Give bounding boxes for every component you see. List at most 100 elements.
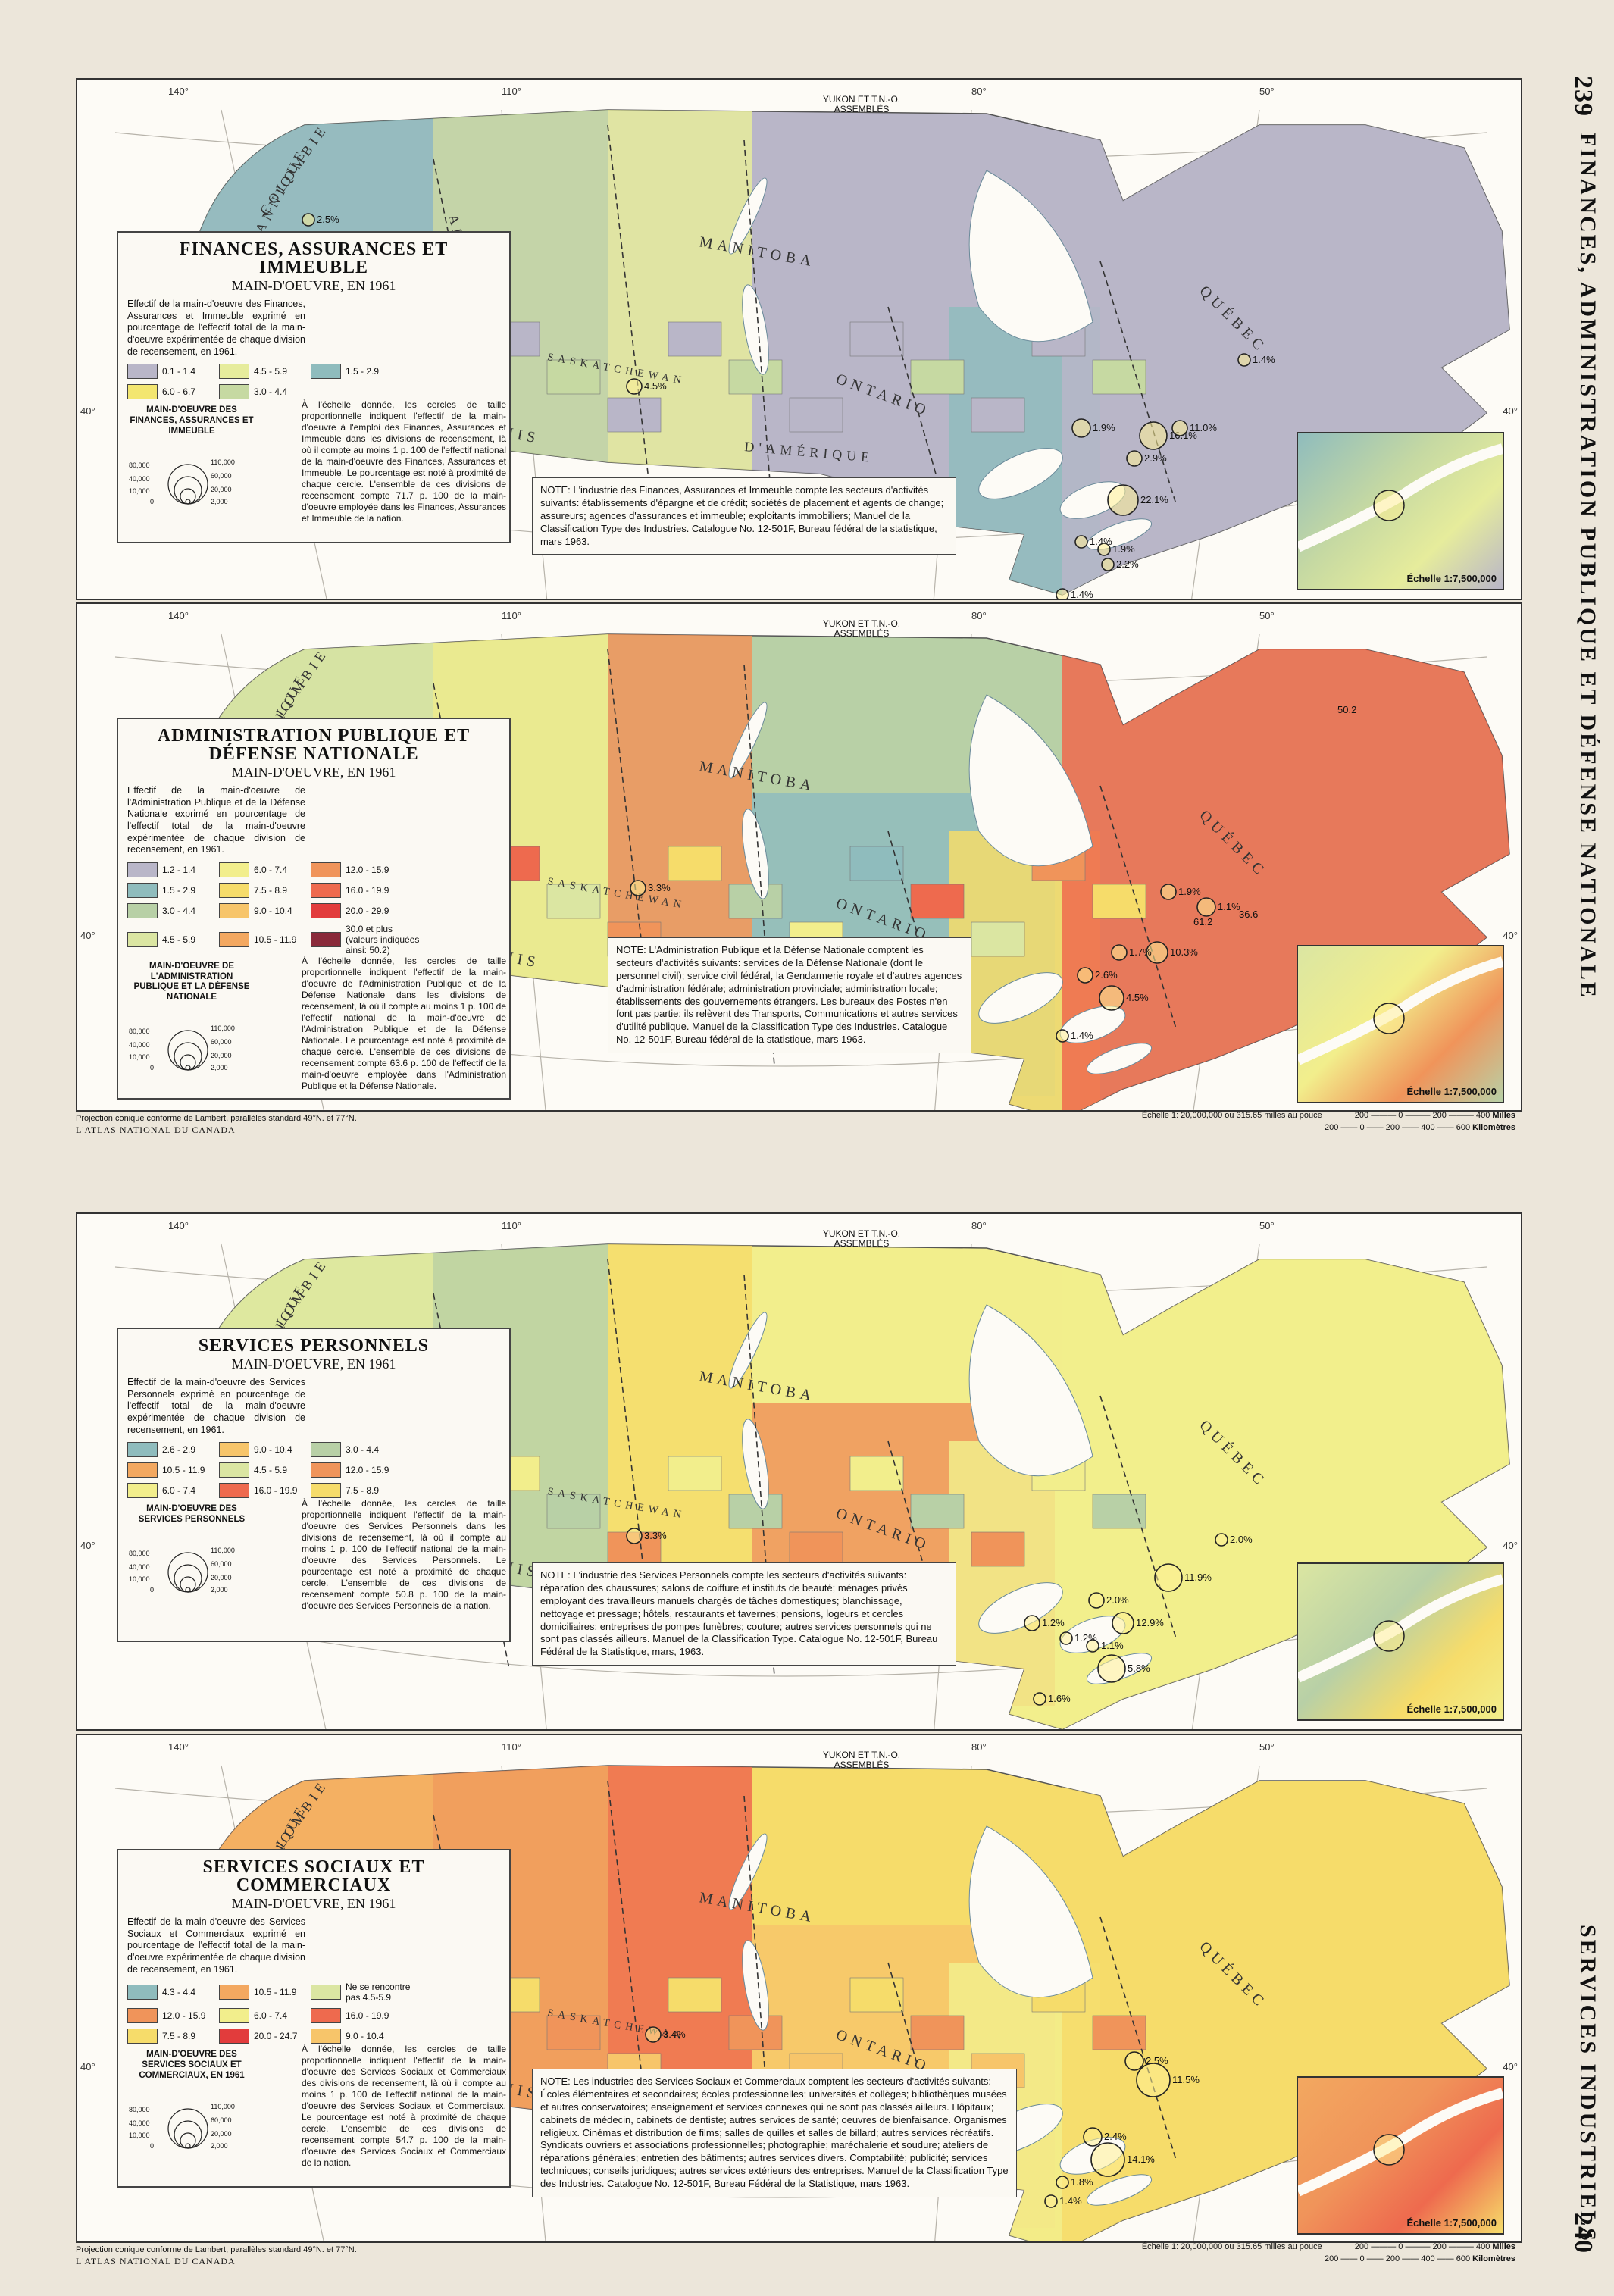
proportional-circle — [645, 2026, 662, 2043]
proportional-circle — [1099, 985, 1124, 1011]
percent-label: 1.1% — [1101, 1640, 1124, 1651]
svg-text:0: 0 — [150, 1064, 154, 1071]
svg-text:20,000: 20,000 — [211, 486, 232, 493]
class-label: 9.0 - 10.4 — [346, 2031, 384, 2042]
legend-class: 16.0 - 19.9 — [311, 2008, 424, 2024]
inset-scale: Échelle 1:7,500,000 — [1406, 2217, 1497, 2229]
percent-label: 1.9% — [1093, 422, 1115, 433]
percent-label: 1.2% — [1042, 1617, 1065, 1628]
percent-label: 1.4% — [1071, 1030, 1093, 1041]
proportional-circle — [1059, 1631, 1073, 1645]
proportional-circle — [1215, 1533, 1228, 1547]
class-label: 4.5 - 5.9 — [254, 366, 288, 377]
color-swatch — [219, 1985, 249, 2000]
color-swatch — [219, 2008, 249, 2024]
class-label: 30.0 et plus (valeurs indiquées ainsi: 5… — [346, 923, 420, 956]
legend-class: 3.0 - 4.4 — [219, 384, 306, 400]
color-swatch — [311, 1442, 341, 1458]
color-swatch — [311, 882, 341, 898]
legend-swatches: 4.3 - 4.4 10.5 - 11.9 Ne se rencontre pas … — [127, 1982, 500, 2044]
svg-text:40,000: 40,000 — [129, 1563, 150, 1571]
circle-legend-title: MAIN-D'OEUVRE DES FINANCES, ASSURANCES E… — [130, 405, 254, 436]
coordinate-label: 80° — [971, 86, 987, 97]
map-legend: SERVICES SOCIAUX ET COMMERCIAUX MAIN-D'OE… — [117, 1849, 511, 2188]
color-swatch — [127, 384, 158, 400]
legend-class: 1.5 - 2.9 — [311, 364, 424, 380]
class-label: 4.5 - 5.9 — [254, 1465, 288, 1476]
percent-label: 10.3% — [1170, 946, 1198, 958]
proportional-circle — [626, 1528, 643, 1544]
legend-class: 10.5 - 11.9 — [127, 1462, 214, 1478]
svg-text:40,000: 40,000 — [129, 2119, 150, 2127]
atlas-name-bottom: L'ATLAS NATIONAL DU CANADA — [76, 2256, 236, 2266]
legend-subtitle: MAIN-D'OEUVRE, EN 1961 — [231, 1896, 396, 1911]
legend-class: 1.2 - 1.4 — [127, 862, 214, 877]
svg-text:110,000: 110,000 — [211, 2103, 235, 2110]
svg-text:10,000: 10,000 — [129, 2132, 150, 2139]
percent-label: 1.1% — [1218, 901, 1240, 912]
color-swatch — [219, 902, 249, 918]
circle-legend-title: MAIN-D'OEUVRE DES SERVICES PERSONNELS — [138, 1504, 246, 1524]
svg-text:80,000: 80,000 — [129, 461, 150, 469]
legend-class: 30.0 et plus (valeurs indiquées ainsi: 5… — [311, 924, 424, 956]
legend-class: 0.1 - 1.4 — [127, 364, 214, 380]
svg-text:2,000: 2,000 — [211, 1586, 228, 1594]
lakes — [728, 170, 1153, 550]
coordinate-label: 40° — [80, 930, 95, 941]
lakes — [728, 694, 1153, 1074]
class-label: 3.0 - 4.4 — [346, 1444, 380, 1456]
yukon-label: YUKON ET T.N.-O. ASSEMBLÉS — [822, 1750, 901, 1771]
legend-title: SERVICES PERSONNELS — [198, 1336, 430, 1356]
proportional-circle — [1071, 418, 1091, 438]
legend-class: 4.5 - 5.9 — [219, 1462, 306, 1478]
proportional-circle — [1146, 941, 1168, 964]
map-legend: SERVICES PERSONNELS MAIN-D'OEUVRE, EN 196… — [117, 1328, 511, 1643]
legend-class: 6.0 - 6.7 — [127, 384, 214, 400]
color-swatch — [219, 882, 249, 898]
percent-label: 3.3% — [648, 882, 671, 893]
yukon-label: YUKON ET T.N.-O. ASSEMBLÉS — [822, 94, 901, 115]
inset-scale: Échelle 1:7,500,000 — [1406, 573, 1497, 584]
class-label: 10.5 - 11.9 — [254, 1987, 297, 1998]
circle-legend-title: MAIN-D'OEUVRE DES SERVICES SOCIAUX ET CO… — [139, 2050, 245, 2080]
class-label: 6.0 - 6.7 — [162, 386, 196, 398]
color-swatch — [127, 2008, 158, 2024]
svg-text:80,000: 80,000 — [129, 1028, 150, 1035]
color-swatch — [219, 364, 249, 380]
percent-label: 1.6% — [1048, 1693, 1071, 1704]
legend-description: Effectif de la main-d'oeuvre des Service… — [127, 1916, 305, 1975]
coordinate-label: 40° — [80, 1540, 95, 1551]
legend-class: 6.0 - 7.4 — [219, 2008, 306, 2024]
legend-class: 10.5 - 11.9 — [219, 924, 306, 956]
color-swatch — [311, 931, 341, 947]
svg-text:2,000: 2,000 — [211, 1064, 228, 1071]
proportional-circle — [1237, 353, 1251, 367]
class-label: 2.6 - 2.9 — [162, 1444, 196, 1456]
legend-description: Effectif de la main-d'oeuvre des Finance… — [127, 299, 305, 357]
color-swatch — [311, 2029, 341, 2044]
proportional-circle — [1101, 558, 1115, 571]
class-label: 0.1 - 1.4 — [162, 366, 196, 377]
percent-label: 2.4% — [1104, 2131, 1127, 2142]
legend-class: 4.3 - 4.4 — [127, 1982, 214, 2003]
class-label: 3.0 - 4.4 — [254, 386, 288, 398]
yukon-label: YUKON ET T.N.-O. ASSEMBLÉS — [822, 1228, 901, 1250]
color-swatch — [127, 1483, 158, 1499]
class-label: 20.0 - 24.7 — [254, 2031, 298, 2042]
svg-text:110,000: 110,000 — [211, 458, 235, 466]
class-label: 6.0 - 7.4 — [254, 2010, 288, 2022]
map-panel-services-sociaux: COLOMBIEBRITANNIQUEALBERTAMANITOBASASKAT… — [76, 1734, 1522, 2243]
coordinate-label: 40° — [80, 405, 95, 417]
coordinate-label: 40° — [1503, 930, 1518, 941]
legend-class: 7.5 - 8.9 — [311, 1483, 424, 1499]
percent-label: 36.6 — [1239, 909, 1258, 920]
percent-label: 11.5% — [1172, 2074, 1200, 2085]
circle-legend-note: À l'échelle donnée, les cercles de taill… — [302, 399, 506, 524]
color-swatch — [311, 862, 341, 877]
coordinate-label: 110° — [502, 1741, 521, 1753]
class-label: 16.0 - 19.9 — [346, 2010, 389, 2022]
legend-class: 9.0 - 10.4 — [219, 902, 306, 918]
class-label: 10.5 - 11.9 — [254, 934, 297, 945]
legend-class: 16.0 - 19.9 — [219, 1483, 306, 1499]
svg-text:20,000: 20,000 — [211, 2130, 232, 2138]
